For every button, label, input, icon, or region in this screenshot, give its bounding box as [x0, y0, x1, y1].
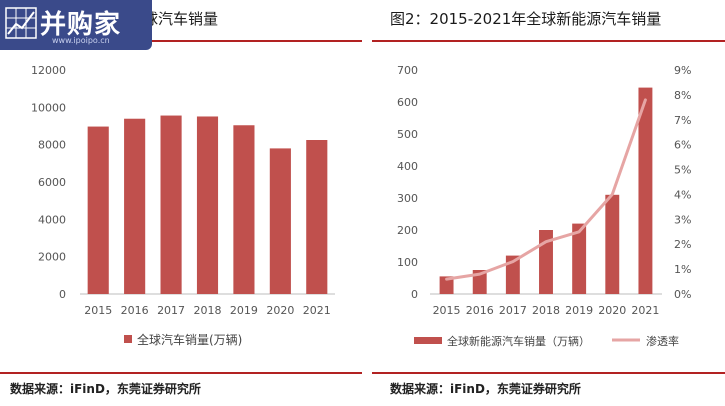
y-tick-label: 700 [397, 64, 418, 77]
y-tick-label: 10000 [31, 101, 66, 114]
x-tick-label: 2020 [266, 304, 294, 317]
bar-2015 [87, 126, 109, 294]
right-chart-panel: 图2：2015-2021年全球新能源汽车销量 0 100 200 300 400 500 6… [372, 0, 725, 406]
right-source-note: 数据来源：iFinD，东莞证券研究所 [390, 382, 581, 396]
penetration-rate-line [445, 98, 647, 281]
x-tick-label: 2015 [433, 304, 461, 317]
y-tick-label: 2000 [38, 251, 66, 264]
bar-2020 [269, 148, 291, 294]
y-tick-label: 300 [397, 192, 418, 205]
x-tick-label: 2018 [194, 304, 222, 317]
x-tick-label: 2021 [303, 304, 331, 317]
left-chart: 0 2000 4000 6000 8000 10000 12000 2015 2016 2017 2… [31, 64, 335, 347]
y-tick-label: 8000 [38, 139, 66, 152]
bar-2016 [124, 118, 146, 294]
left-chart-panel: 全球汽车销量 0 2000 4000 6000 8000 10000 12000 2015 20… [0, 0, 362, 406]
y-tick-label: 6000 [38, 176, 66, 189]
logo-url: www.ipoipo.cn [52, 36, 110, 45]
x-tick-label: 2017 [499, 304, 527, 317]
right-footer-rule [372, 372, 725, 374]
bar-2021 [306, 140, 328, 294]
site-logo: 并购家 www.ipoipo.cn [0, 0, 152, 50]
right-title-rule [372, 40, 725, 42]
x-tick-label: 2019 [230, 304, 258, 317]
y-tick-label: 4000 [38, 213, 66, 226]
bar-2017 [160, 115, 182, 295]
y-tick-label: 400 [397, 160, 418, 173]
y2-tick-label: 5% [674, 164, 691, 177]
y2-tick-label: 1% [674, 263, 691, 276]
logo-text: 并购家 [40, 10, 122, 40]
y2-tick-label: 6% [674, 139, 691, 152]
left-title-rule [0, 40, 362, 42]
right-chart: 0 100 200 300 400 500 600 700 0% 1% 2% 3% 4% 5% 6% 7% 8%… [397, 64, 691, 348]
y-tick-label: 12000 [31, 64, 66, 77]
bar-2018 [539, 230, 553, 294]
bar-2021 [638, 87, 653, 294]
legend-label-line: 渗透率 [646, 334, 679, 348]
bar-2018 [196, 116, 219, 294]
y-tick-label: 600 [397, 96, 418, 109]
left-source-note: 数据来源：iFinD，东莞证券研究所 [10, 382, 201, 396]
legend-label-bar: 全球汽车销量(万辆) [137, 332, 242, 347]
x-tick-label: 2019 [565, 304, 593, 317]
x-tick-label: 2021 [631, 304, 659, 317]
x-tick-label: 2018 [532, 304, 560, 317]
bar-2020 [605, 194, 620, 294]
y-tick-label: 200 [397, 224, 418, 237]
y-tick-label: 0 [411, 288, 418, 301]
x-tick-label: 2017 [157, 304, 185, 317]
y-tick-label: 100 [397, 256, 418, 269]
y2-tick-label: 2% [674, 238, 691, 251]
legend-label-bar: 全球新能源汽车销量（万辆） [447, 334, 590, 348]
left-footer-rule [0, 372, 362, 374]
x-tick-label: 2020 [598, 304, 626, 317]
y2-tick-label: 4% [674, 188, 691, 201]
logo-grid-icon [5, 7, 37, 39]
bar-2015 [439, 276, 454, 294]
right-chart-title: 图2：2015-2021年全球新能源汽车销量 [390, 10, 662, 28]
bar-2017 [505, 255, 520, 294]
y2-tick-label: 9% [674, 64, 691, 77]
y2-tick-label: 3% [674, 213, 691, 226]
y2-tick-label: 0% [674, 288, 691, 301]
x-tick-label: 2015 [84, 304, 112, 317]
x-tick-label: 2016 [466, 304, 494, 317]
legend-swatch-bar [124, 335, 132, 343]
y2-tick-label: 8% [674, 89, 691, 102]
legend-swatch-bar [414, 337, 442, 344]
y-tick-label: 0 [59, 288, 66, 301]
bar-2019 [572, 223, 587, 294]
y-tick-label: 500 [397, 128, 418, 141]
bar-2019 [233, 125, 255, 295]
x-tick-label: 2016 [121, 304, 149, 317]
y2-tick-label: 7% [674, 114, 691, 127]
